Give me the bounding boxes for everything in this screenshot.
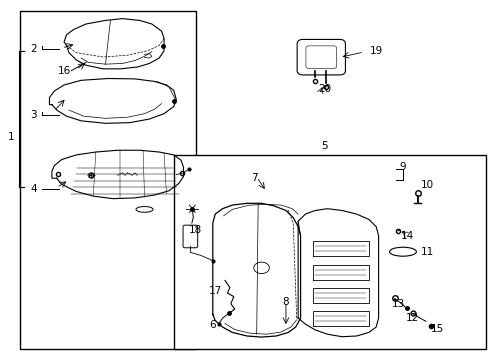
Text: 8: 8 <box>282 297 289 307</box>
Text: 19: 19 <box>369 46 382 56</box>
Text: 4: 4 <box>30 184 37 194</box>
Text: 14: 14 <box>401 231 414 240</box>
Text: 11: 11 <box>420 247 433 257</box>
Text: 5: 5 <box>321 141 327 151</box>
Ellipse shape <box>389 247 415 256</box>
FancyBboxPatch shape <box>183 225 197 248</box>
Text: 16: 16 <box>58 66 71 76</box>
Text: 18: 18 <box>189 225 202 235</box>
Text: 17: 17 <box>208 286 222 296</box>
Text: 12: 12 <box>405 313 419 323</box>
Text: 3: 3 <box>30 111 37 121</box>
Text: 6: 6 <box>209 320 216 330</box>
Text: 9: 9 <box>399 162 406 172</box>
Text: 13: 13 <box>391 299 404 309</box>
Text: 7: 7 <box>250 173 257 183</box>
Text: 2: 2 <box>30 44 37 54</box>
Bar <box>20 12 195 348</box>
Bar <box>173 155 485 348</box>
FancyBboxPatch shape <box>297 40 345 75</box>
Text: 10: 10 <box>420 180 433 190</box>
Ellipse shape <box>136 207 153 212</box>
Text: 1: 1 <box>8 132 15 142</box>
Text: 20: 20 <box>318 84 331 94</box>
FancyBboxPatch shape <box>305 46 336 68</box>
Text: 15: 15 <box>429 324 443 334</box>
